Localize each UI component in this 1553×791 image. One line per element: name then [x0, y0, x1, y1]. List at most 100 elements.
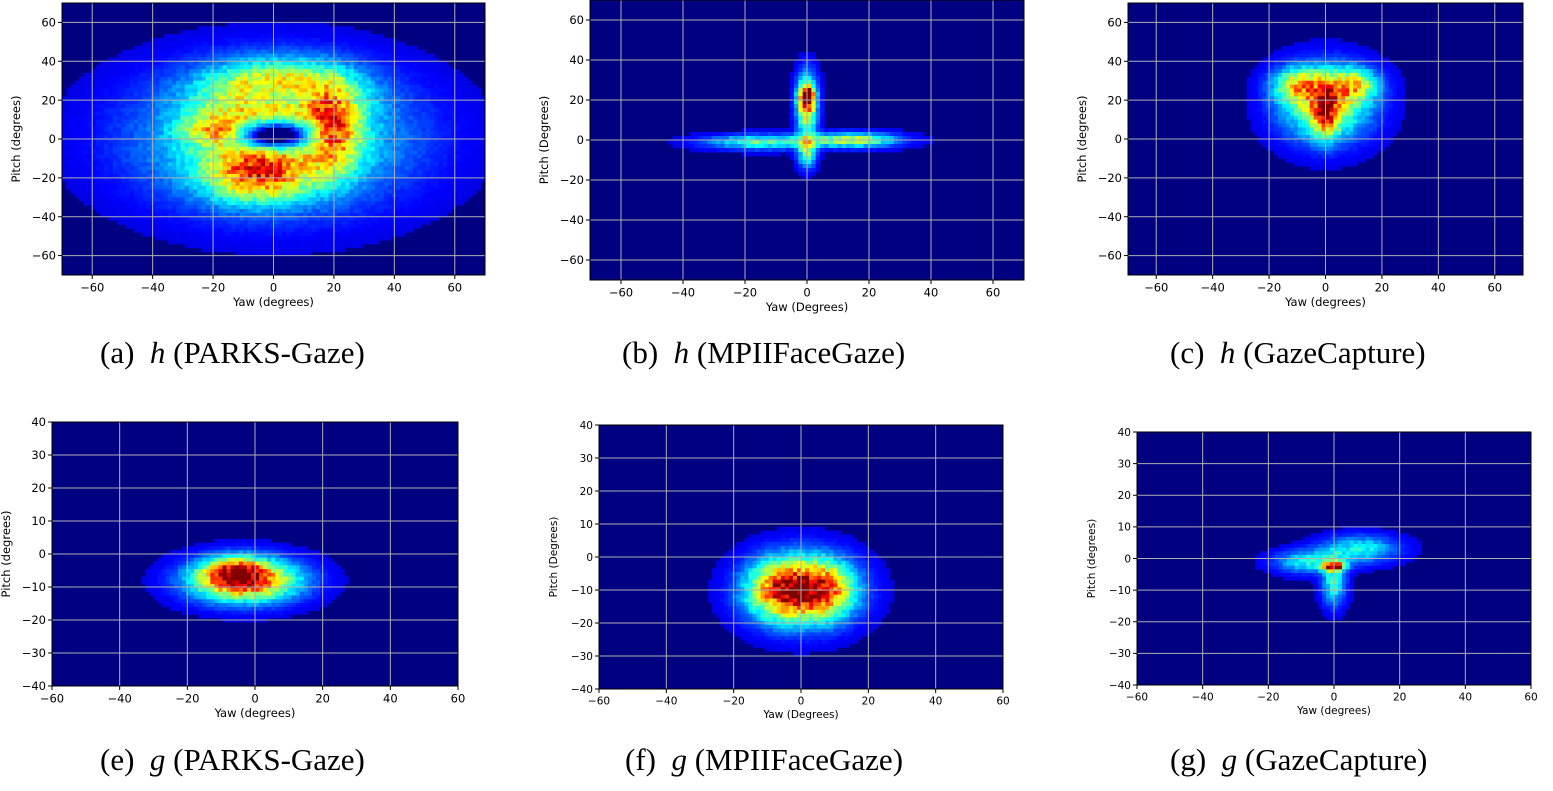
heatmap-cell [62, 150, 67, 155]
heatmap-cell [328, 224, 334, 229]
heatmap-cell [260, 69, 266, 74]
heatmap-cell [146, 61, 152, 66]
heatmap-cell [370, 135, 376, 140]
heatmap-cell [400, 139, 406, 144]
heatmap-cell [239, 111, 245, 117]
heatmap-cell [387, 111, 393, 117]
heatmap-cell [353, 119, 359, 124]
heatmap-cell [133, 115, 139, 120]
heatmap-cell [328, 212, 334, 218]
heatmap-cell [265, 154, 270, 159]
heatmap-cell [400, 189, 406, 194]
heatmap-cell [273, 224, 279, 229]
heatmap-cell [303, 88, 308, 93]
heatmap-cell [341, 224, 346, 229]
heatmap-cell [210, 61, 215, 66]
heatmap-cell [303, 139, 308, 144]
heatmap-cell [205, 53, 211, 58]
heatmap-cell [214, 197, 219, 202]
heatmap-cell [362, 115, 367, 120]
heatmap-cell [197, 34, 202, 39]
heatmap-cell [281, 26, 287, 31]
heatmap-cell [243, 240, 249, 245]
heatmap-cell [472, 107, 477, 113]
heatmap-cell [150, 100, 156, 105]
heatmap-cell [273, 154, 279, 159]
heatmap-cell [142, 158, 147, 163]
heatmap-cell [83, 72, 88, 78]
heatmap-cell [311, 26, 317, 31]
heatmap-cell [104, 88, 109, 93]
heatmap-cell [324, 181, 329, 187]
heatmap-cell [328, 30, 334, 35]
heatmap-cell [243, 139, 249, 144]
heatmap-cell [163, 212, 169, 218]
heatmap-cell [413, 45, 418, 51]
heatmap-cell [311, 228, 317, 233]
heatmap-cell [197, 135, 202, 140]
heatmap-cell [155, 123, 160, 128]
heatmap-cell [121, 65, 126, 70]
heatmap-cell [387, 135, 393, 140]
heatmap-cell [226, 170, 232, 175]
heatmap-cell [226, 76, 232, 82]
heatmap-cell [116, 158, 122, 163]
heatmap-cell [121, 208, 126, 214]
heatmap-cell [239, 212, 245, 218]
heatmap-cell [315, 107, 321, 113]
heatmap-cell [193, 69, 198, 74]
heatmap-cell [375, 65, 380, 70]
heatmap-cell [176, 96, 181, 101]
heatmap-cell [345, 166, 351, 171]
heatmap-cell [421, 107, 427, 113]
heatmap-cell [332, 69, 338, 74]
heatmap-cell [231, 88, 236, 93]
heatmap-cell [425, 119, 431, 124]
heatmap-cell [281, 57, 287, 62]
heatmap-cell [235, 92, 241, 97]
heatmap-cell [222, 34, 228, 39]
heatmap-cell [404, 111, 410, 117]
heatmap-cell [379, 107, 384, 113]
heatmap-cell [434, 80, 439, 85]
heatmap-cell [387, 158, 393, 163]
heatmap-cell [332, 181, 338, 187]
heatmap-cell [260, 162, 266, 167]
heatmap-cell [252, 53, 257, 58]
heatmap-cell [281, 189, 287, 194]
heatmap-cell [370, 162, 376, 167]
heatmap-cell [252, 22, 257, 27]
heatmap-cell [370, 236, 376, 241]
heatmap-cell [307, 26, 312, 31]
heatmap-cell [83, 162, 88, 167]
heatmap-cell [375, 236, 380, 241]
heatmap-cell [205, 92, 211, 97]
heatmap-cell [116, 189, 122, 194]
heatmap-cell [78, 170, 84, 175]
heatmap-cell [239, 61, 245, 66]
heatmap-cell [159, 76, 164, 82]
heatmap-cell [417, 104, 422, 109]
heatmap-cell [188, 205, 194, 210]
heatmap-cell [281, 146, 287, 152]
heatmap-cell [315, 111, 321, 117]
heatmap-cell [188, 69, 194, 74]
heatmap-cell [294, 115, 300, 120]
heatmap-cell [108, 205, 114, 210]
heatmap-cell [201, 181, 207, 187]
heatmap-cell [167, 162, 173, 167]
heatmap-cell [341, 173, 346, 179]
heatmap-cell [125, 131, 131, 136]
heatmap-cell [252, 220, 257, 225]
heatmap-cell [129, 84, 135, 89]
heatmap-cell [125, 146, 131, 152]
heatmap-cell [248, 22, 253, 27]
heatmap-cell [184, 208, 190, 214]
heatmap-cell [298, 154, 304, 159]
heatmap-cell [133, 104, 139, 109]
heatmap-cell [133, 193, 139, 198]
heatmap-cell [163, 127, 169, 132]
heatmap-cell [95, 135, 101, 140]
heatmap-cell [70, 104, 76, 109]
heatmap-cell [243, 173, 249, 179]
